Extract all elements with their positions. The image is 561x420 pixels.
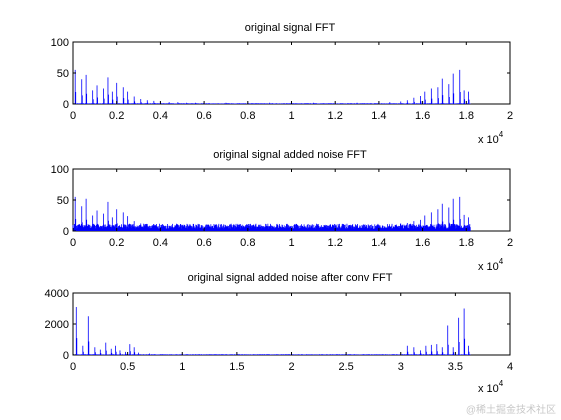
panel-1-x-ticks: 0 0.2 0.4 0.6 0.8 1 1.2 1.4 1.6 1.8 2 [70,42,513,122]
panel-1-y-ticks: 0 50 100 [51,37,510,111]
x-tick-label: 0.6 [196,237,211,249]
panel-3-y-ticks: 0 2000 4000 [45,288,510,362]
panel-2: original signal added noise FFT 0 0.2 0.4 0… [51,149,513,273]
panel-3-axes [72,292,511,356]
x-tick-label: 0.2 [109,110,124,122]
panel-3-title: original signal added noise after conv F… [188,272,393,284]
x-tick-label: 2.5 [338,361,353,373]
x-tick-label: 4 [507,361,513,373]
y-tick-label: 0 [63,226,69,238]
panel-3: original signal added noise after conv F… [45,272,514,395]
panel-1-x-exponent: x 104 [478,130,504,146]
x-tick-label: 0 [70,237,76,249]
x-tick-label: 1.2 [328,110,343,122]
x-tick-label: 1.4 [371,237,386,249]
x-tick-label: 0 [70,110,76,122]
y-tick-label: 0 [63,99,69,111]
panel-1-axes [72,41,511,105]
panel-1-title: original signal FFT [245,22,336,34]
panel-2-x-exponent: x 104 [478,257,504,273]
x-tick-label: 0.4 [153,110,168,122]
x-tick-label: 0.4 [153,237,168,249]
y-tick-label: 50 [57,195,69,207]
panel-1: original signal FFT 0 0.2 0.4 0.6 0.8 1 1.2 1.4… [51,22,513,146]
x-tick-label: 0 [70,361,76,373]
y-tick-label: 4000 [45,288,69,300]
x-tick-label: 1.5 [229,361,244,373]
x-tick-label: 1.8 [459,110,474,122]
y-tick-label: 100 [51,37,69,49]
x-tick-label: 1 [288,237,294,249]
panel-2-title: original signal added noise FFT [213,149,367,161]
panel-2-y-ticks: 0 50 100 [51,164,510,238]
panel-3-x-ticks: 0 0.5 1 1.5 2 2.5 3 3.5 4 [70,293,513,373]
x-tick-label: 1 [179,361,185,373]
x-tick-label: 1.8 [459,237,474,249]
x-tick-label: 0.6 [196,110,211,122]
y-tick-label: 50 [57,68,69,80]
y-tick-label: 2000 [45,319,69,331]
x-tick-label: 1.6 [415,237,430,249]
x-tick-label: 2 [288,361,294,373]
watermark: @稀土掘金技术社区 [466,403,556,416]
x-tick-label: 1.6 [415,110,430,122]
panel-2-signal-line [72,196,471,231]
x-tick-label: 0.8 [240,110,255,122]
x-tick-label: 1 [288,110,294,122]
panel-2-axes [72,168,511,232]
x-tick-label: 1.4 [371,110,386,122]
panel-3-x-exponent: x 104 [478,379,504,395]
x-tick-label: 2 [507,110,513,122]
x-tick-label: 1.2 [328,237,343,249]
x-tick-label: 0.2 [109,237,124,249]
x-tick-label: 0.5 [120,361,135,373]
x-tick-label: 2 [507,237,513,249]
y-tick-label: 0 [63,350,69,362]
x-tick-label: 3 [398,361,404,373]
panel-2-x-ticks: 0 0.2 0.4 0.6 0.8 1 1.2 1.4 1.6 1.8 2 [70,169,513,249]
x-tick-label: 0.8 [240,237,255,249]
y-tick-label: 100 [51,164,69,176]
x-tick-label: 3.5 [448,361,463,373]
